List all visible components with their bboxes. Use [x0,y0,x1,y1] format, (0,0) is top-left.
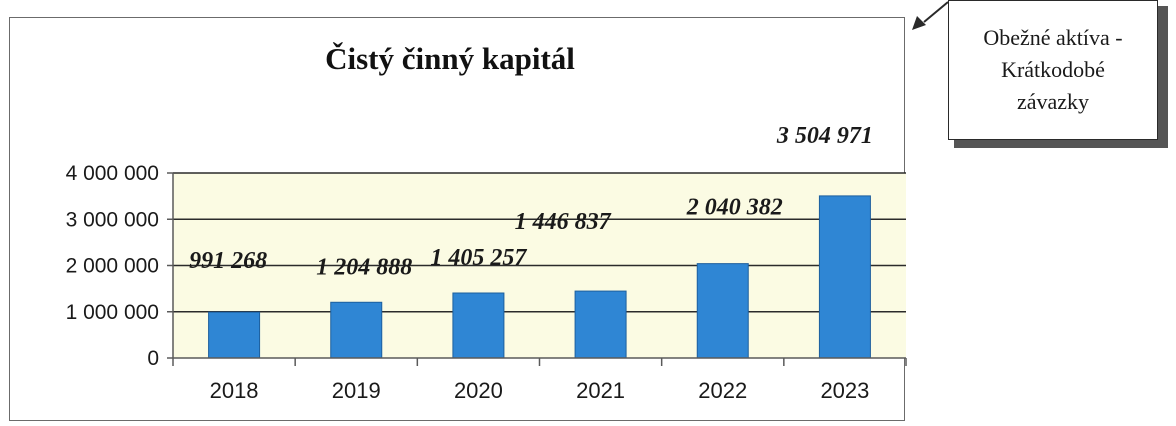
bar [696,263,749,359]
x-tick-label: 2019 [332,378,381,403]
data-label: 1 446 837 [515,209,612,235]
data-label: 2 040 382 [686,195,783,221]
x-tick-label: 2023 [820,378,869,403]
bar [818,195,871,359]
y-tick-label: 0 [147,347,159,370]
y-tick-label: 4 000 000 [66,162,159,185]
x-tick-label: 2022 [698,378,747,403]
data-label: 1 405 257 [430,245,527,271]
y-tick-label: 1 000 000 [66,301,159,324]
x-tick-label: 2018 [210,378,259,403]
data-label: 991 268 [189,248,267,274]
callout-box: Obežné aktíva - Krátkodobé závazky [948,0,1158,140]
bar [574,290,627,359]
x-tick-label: 2021 [576,378,625,403]
bar [330,301,383,359]
x-tick-label: 2020 [454,378,503,403]
y-tick-label: 2 000 000 [66,255,159,278]
bar [452,292,505,359]
data-label: 1 204 888 [316,254,412,280]
y-tick-label: 3 000 000 [66,208,159,231]
callout-text: Obežné aktíva - Krátkodobé závazky [983,25,1123,114]
chart-title: Čistý činný kapitál [325,41,575,76]
data-label: 3 504 971 [776,123,873,149]
bar [208,311,261,359]
